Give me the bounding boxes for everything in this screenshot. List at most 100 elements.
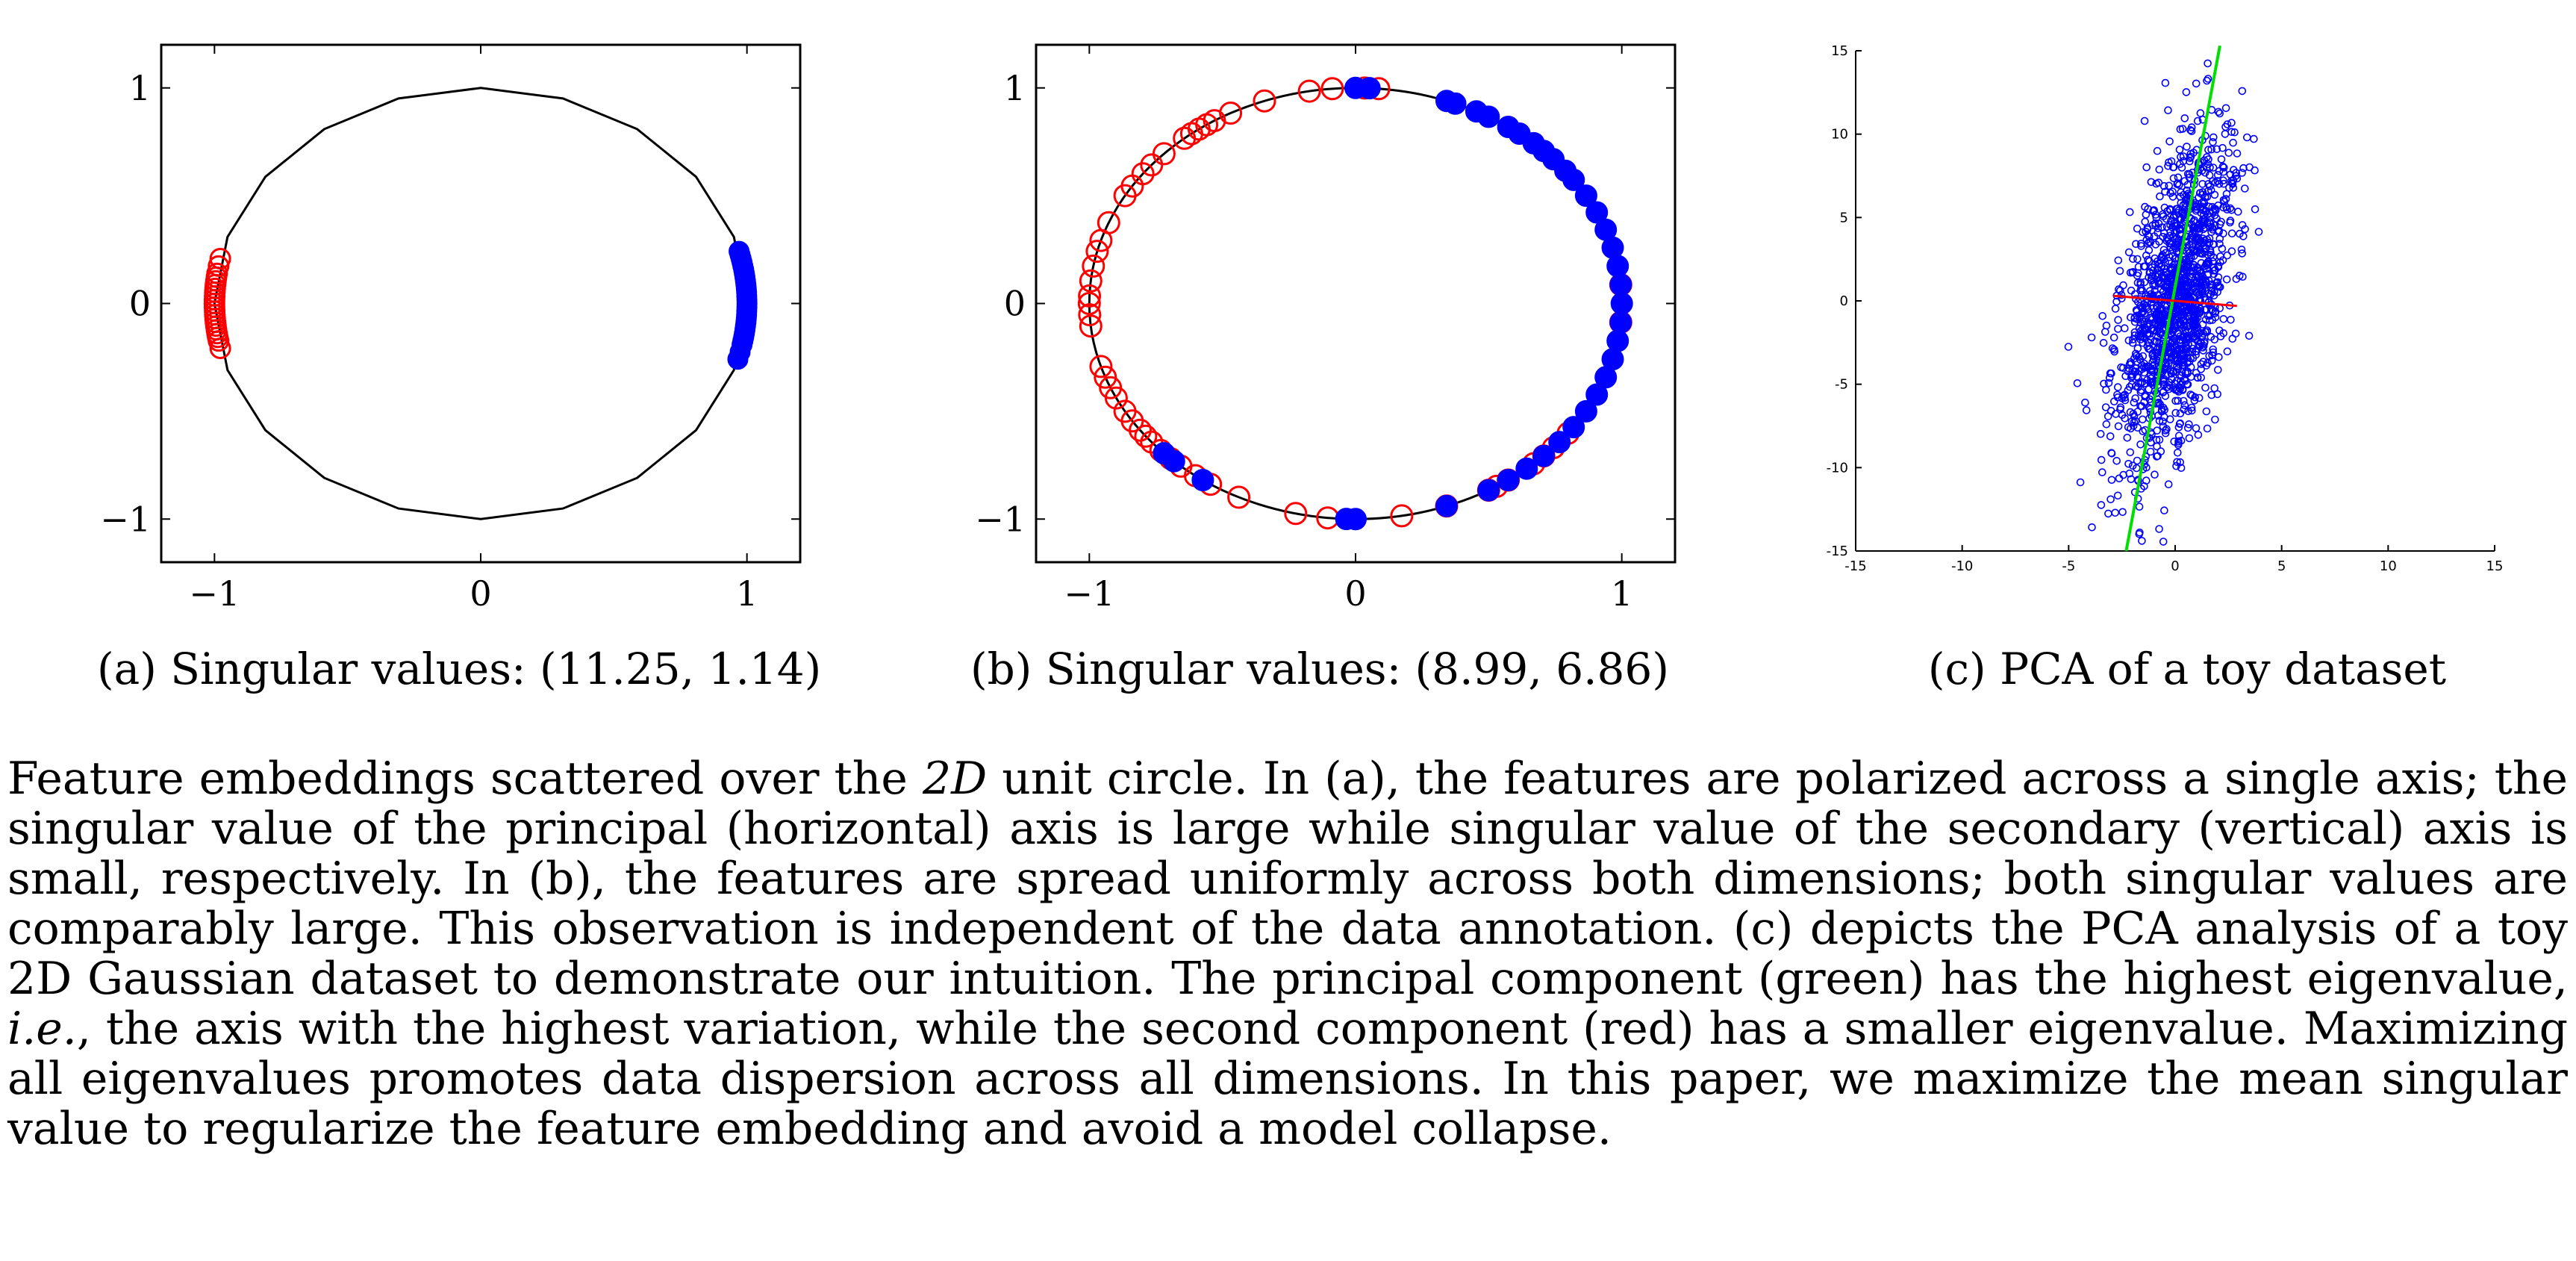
- data-point: [2209, 291, 2218, 300]
- data-point: [2233, 149, 2242, 158]
- red-point: [1253, 89, 1276, 113]
- data-point: [2198, 180, 2207, 188]
- blue-point: [729, 240, 750, 262]
- data-point: [2162, 355, 2171, 363]
- data-point: [2110, 347, 2119, 356]
- data-point: [2104, 509, 2112, 518]
- data-point: [2142, 211, 2151, 219]
- x-tick-label: −1: [189, 573, 240, 614]
- data-point: [2171, 408, 2180, 417]
- data-point: [2192, 225, 2201, 233]
- data-point: [2183, 276, 2192, 285]
- data-point: [2165, 137, 2174, 146]
- panel-b-chart: −1 0 1 −1 0 1: [975, 43, 1677, 614]
- blue-point: [1358, 77, 1381, 100]
- data-point: [2132, 240, 2140, 249]
- data-point: [2169, 174, 2178, 183]
- data-point: [2129, 255, 2137, 264]
- x-tick-label: 0: [470, 573, 491, 614]
- data-point: [2081, 398, 2089, 407]
- data-point: [2161, 78, 2170, 87]
- data-point: [2201, 223, 2210, 232]
- data-point: [2064, 343, 2073, 351]
- y-tick-label: -15: [1827, 544, 1848, 559]
- red-point: [1085, 240, 1109, 264]
- x-tick-label: 0: [1344, 573, 1366, 614]
- data-point: [2222, 275, 2231, 284]
- data-point: [2138, 361, 2147, 370]
- data-point: [2185, 434, 2194, 443]
- data-point: [2185, 420, 2193, 429]
- data-point: [2215, 326, 2224, 335]
- data-point: [2180, 177, 2189, 185]
- data-point: [2218, 143, 2227, 152]
- data-point: [2179, 208, 2188, 217]
- data-point: [2215, 109, 2224, 118]
- data-point: [2192, 205, 2201, 214]
- data-point: [2204, 59, 2212, 68]
- data-point: [2107, 476, 2116, 485]
- data-point: [2141, 217, 2150, 226]
- data-point: [2123, 433, 2132, 442]
- data-point: [2219, 314, 2228, 323]
- data-point: [2210, 190, 2219, 199]
- red-point: [1390, 504, 1414, 528]
- panel-a-caption: (a) Singular values: (11.25, 1.14): [97, 644, 822, 694]
- data-point: [2102, 385, 2110, 394]
- blue-point: [1515, 457, 1538, 480]
- data-point: [2215, 282, 2223, 291]
- data-point: [2131, 394, 2140, 402]
- data-point: [2176, 419, 2185, 428]
- data-point: [2164, 480, 2173, 489]
- data-point: [2133, 224, 2142, 233]
- data-point: [2177, 199, 2186, 208]
- data-point: [2159, 246, 2168, 255]
- data-point: [2226, 217, 2235, 225]
- data-point: [2201, 315, 2210, 324]
- data-point: [2137, 386, 2146, 395]
- data-point: [2096, 429, 2105, 438]
- data-point: [2207, 280, 2216, 289]
- data-point: [2154, 333, 2162, 341]
- data-point: [2192, 424, 2201, 432]
- data-point: [2183, 321, 2192, 330]
- data-point: [2240, 184, 2249, 193]
- data-point: [2174, 179, 2182, 187]
- data-point: [2205, 352, 2214, 361]
- x-tick-label: -5: [2062, 558, 2075, 574]
- data-point: [2188, 391, 2197, 400]
- data-point: [2119, 392, 2127, 400]
- data-point: [2210, 335, 2219, 344]
- data-point: [2107, 369, 2115, 378]
- data-point: [2251, 205, 2260, 214]
- data-point: [2201, 383, 2209, 392]
- blue-point: [1497, 469, 1520, 491]
- data-point: [2183, 169, 2192, 178]
- data-point: [2195, 267, 2204, 276]
- data-point: [2107, 449, 2116, 458]
- data-point: [2198, 205, 2207, 214]
- data-point: [2211, 415, 2219, 424]
- y-tick-label: -5: [1835, 377, 1848, 393]
- data-point: [2230, 128, 2239, 137]
- data-point: [2145, 339, 2154, 347]
- data-point: [2226, 170, 2235, 179]
- data-point: [2112, 410, 2120, 418]
- data-point: [2099, 338, 2108, 347]
- data-point: [2238, 249, 2247, 258]
- data-point: [2227, 315, 2235, 324]
- data-point: [2118, 508, 2127, 517]
- data-point: [2155, 417, 2164, 425]
- data-point: [2153, 146, 2162, 155]
- data-point: [2194, 431, 2203, 439]
- data-point: [2131, 382, 2140, 390]
- data-point: [2097, 501, 2106, 509]
- data-point: [2129, 335, 2137, 343]
- data-point: [2156, 447, 2165, 455]
- data-point: [2209, 345, 2218, 354]
- red-point: [1078, 303, 1102, 327]
- data-point: [2214, 108, 2223, 116]
- data-point: [2213, 390, 2222, 399]
- data-point: [2139, 307, 2148, 316]
- red-point: [208, 330, 230, 352]
